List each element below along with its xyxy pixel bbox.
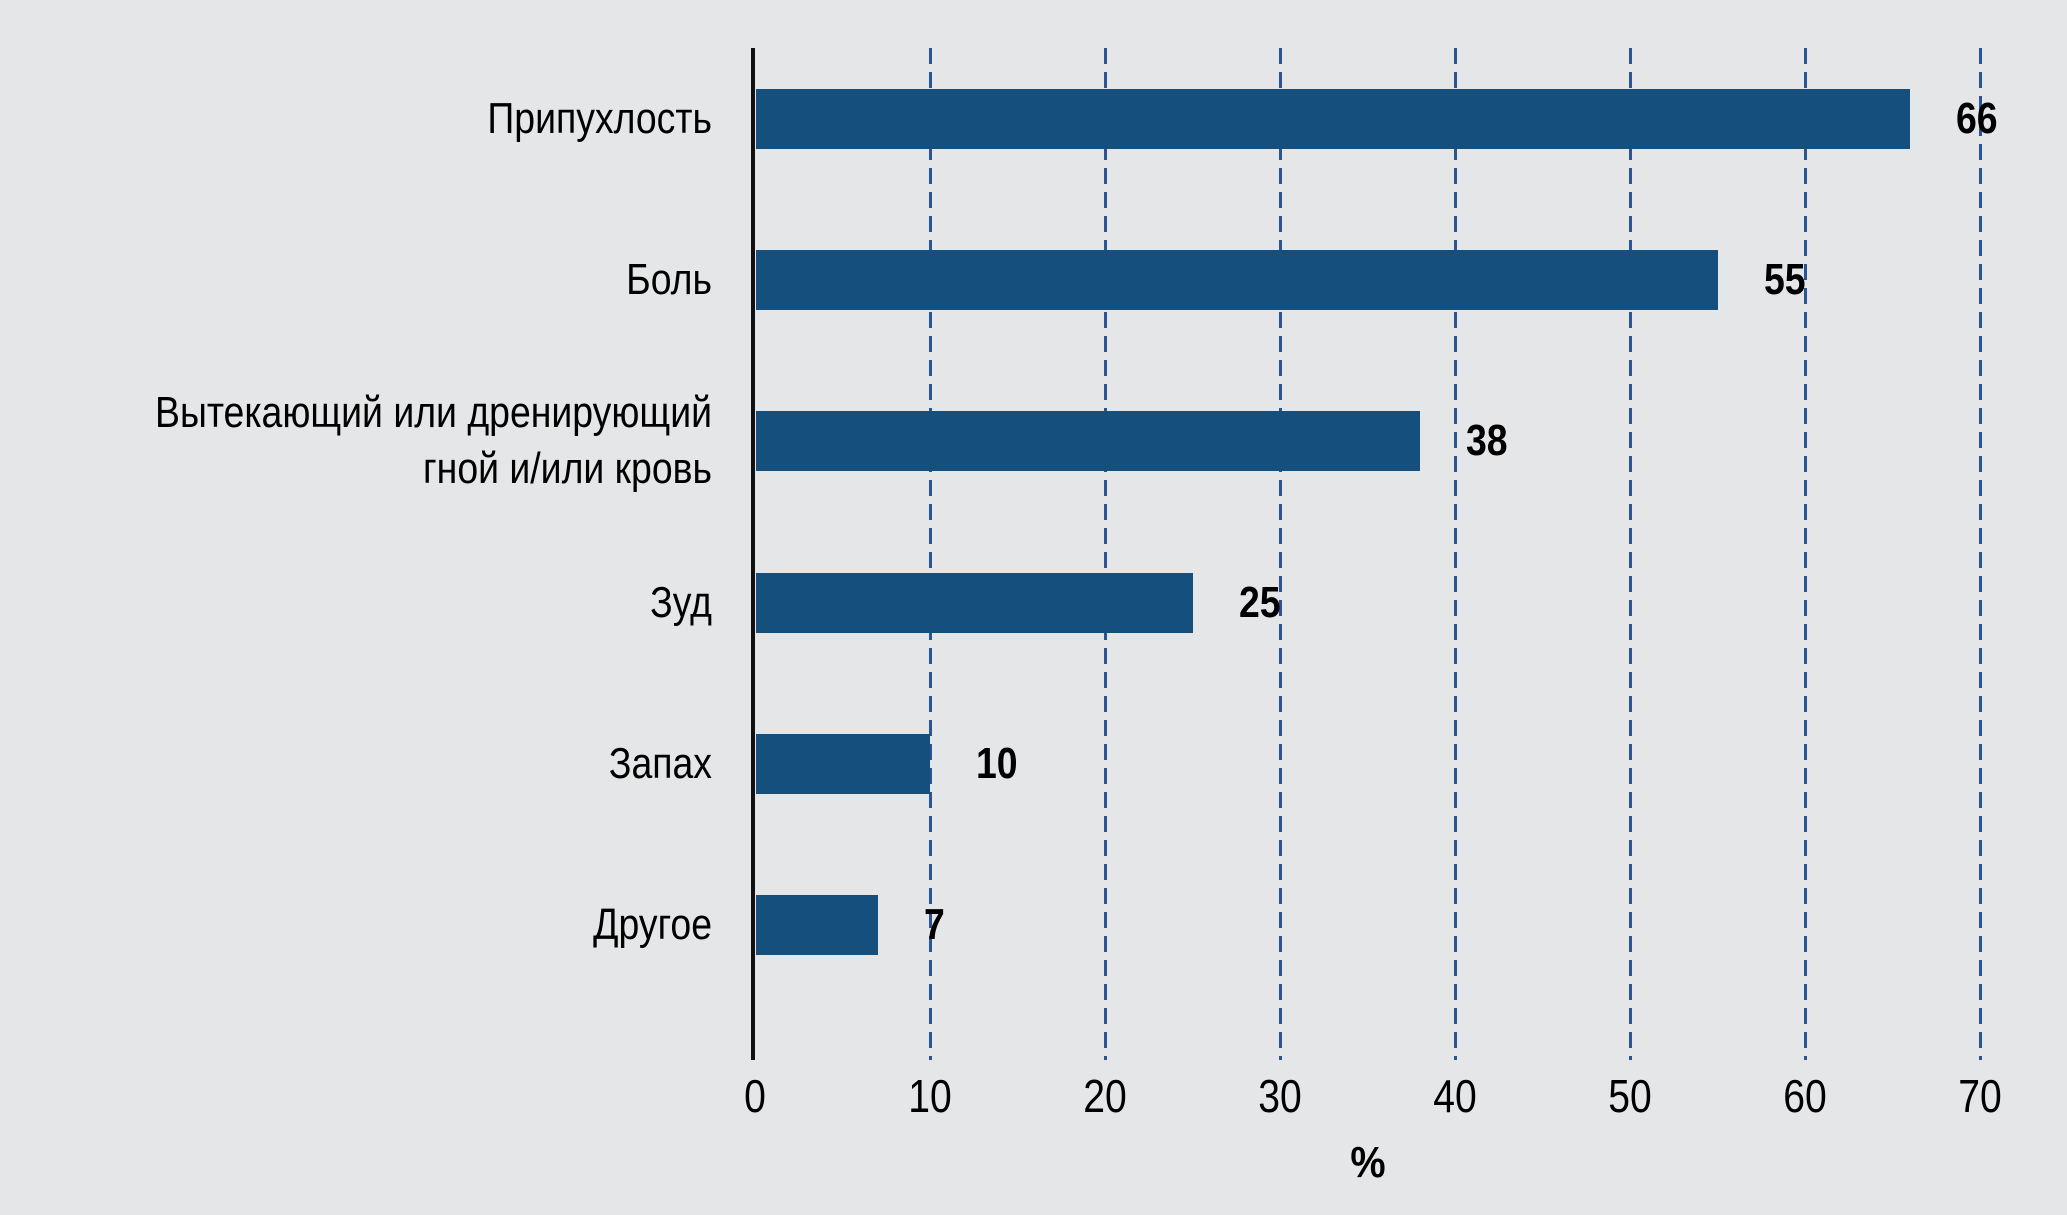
bar (756, 733, 930, 794)
category-label: Боль (626, 255, 712, 305)
gridline-20 (1103, 48, 1107, 1060)
gridline-40 (1453, 48, 1457, 1060)
bar-value-label: 10 (976, 738, 1018, 788)
bar-value-label: 66 (1956, 94, 1998, 143)
bar (756, 895, 878, 955)
x-axis-title: % (1350, 1138, 1386, 1187)
x-tick-label-70: 70 (1958, 1070, 2002, 1122)
gridline-60 (1803, 48, 1807, 1060)
x-tick-label-50: 50 (1608, 1070, 1652, 1122)
category-label: Запах (608, 738, 712, 788)
category-label: Вытекающий или дренирующий гной и/или кр… (155, 388, 712, 494)
x-tick-label-0: 0 (744, 1070, 766, 1122)
x-tick-label-30: 30 (1258, 1070, 1302, 1122)
gridline-10 (928, 48, 932, 1060)
bar (756, 411, 1420, 472)
gridline-70 (1978, 48, 1982, 1060)
x-tick-label-10: 10 (908, 1070, 952, 1122)
bar (756, 250, 1718, 311)
category-label: Зуд (650, 577, 712, 627)
bar (756, 572, 1193, 633)
x-tick-label-60: 60 (1783, 1070, 1827, 1122)
gridline-30 (1278, 48, 1282, 1060)
bar (756, 89, 1910, 149)
y-axis-line (751, 48, 755, 1060)
bar-value-label: 38 (1466, 416, 1508, 466)
x-tick-label-40: 40 (1433, 1070, 1477, 1122)
category-label: Другое (593, 900, 712, 949)
x-tick-label-20: 20 (1083, 1070, 1127, 1122)
category-label: Припухлость (487, 94, 712, 143)
bar-value-label: 25 (1238, 577, 1281, 627)
bar-value-label: 55 (1763, 255, 1806, 305)
gridline-50 (1628, 48, 1632, 1060)
bar-value-label: 7 (923, 900, 945, 949)
